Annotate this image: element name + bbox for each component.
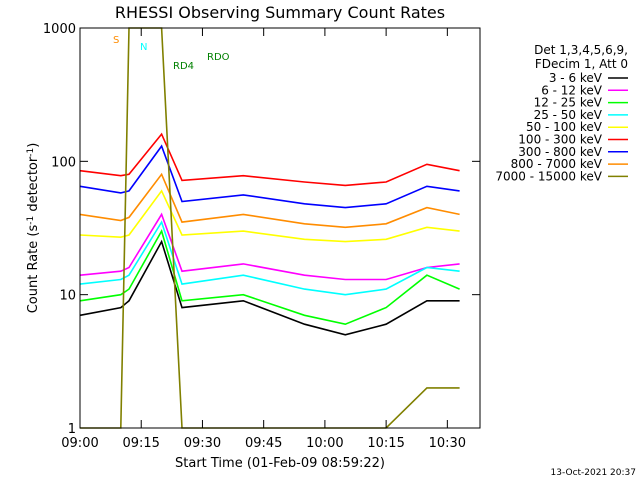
- plot-area: S N RD4 RDO: [79, 27, 460, 429]
- legend-header-2: FDecim 1, Att 0: [535, 57, 628, 71]
- y-tick-label-0: 1: [68, 422, 76, 437]
- legend: Det 1,3,4,5,6,9, FDecim 1, Att 0 3 - 6 k…: [495, 43, 628, 183]
- legend-label-3: 25 - 50 keV: [534, 108, 603, 122]
- series-line-7: [79, 172, 460, 229]
- chart-title: RHESSI Observing Summary Count Rates: [115, 3, 445, 22]
- x-tick-label-4: 10:00: [306, 436, 343, 451]
- plot-frame: [79, 27, 481, 429]
- timestamp: 13-Oct-2021 20:37: [551, 468, 636, 478]
- x-axis-label: Start Time (01-Feb-09 08:59:22): [175, 456, 385, 471]
- y-axis-label: Count Rate (s-1 detector-1): [26, 143, 41, 314]
- y-tick-label-2: 100: [51, 155, 76, 170]
- series-line-8: [80, 27, 460, 429]
- annotation-3: RDO: [207, 52, 230, 63]
- legend-label-6: 300 - 800 keV: [518, 145, 602, 159]
- x-axis: 09:00 09:15 09:30 09:45 10:00 10:15 10:30: [61, 28, 466, 451]
- series-line-4: [79, 189, 460, 243]
- series-line-0: [79, 239, 460, 336]
- x-tick-label-3: 09:45: [245, 436, 282, 451]
- annotation-0: S: [113, 35, 119, 46]
- x-tick-label-0: 09:00: [61, 436, 98, 451]
- y-tick-label-1: 10: [59, 289, 76, 304]
- x-tick-label-1: 09:15: [122, 436, 159, 451]
- series-line-1: [79, 212, 460, 281]
- x-tick-label-5: 10:15: [367, 436, 404, 451]
- annotation-2: RD4: [173, 61, 194, 72]
- legend-label-7: 800 - 7000 keV: [511, 157, 603, 171]
- series-line-3: [79, 220, 460, 296]
- legend-label-5: 100 - 300 keV: [518, 133, 602, 147]
- y-tick-label-3: 1000: [43, 22, 76, 37]
- legend-label-8: 7000 - 15000 keV: [495, 169, 602, 183]
- series-line-6: [79, 144, 460, 209]
- legend-label-4: 50 - 100 keV: [526, 120, 603, 134]
- legend-header-1: Det 1,3,4,5,6,9,: [534, 43, 628, 57]
- legend-label-1: 6 - 12 keV: [541, 83, 603, 97]
- series-line-5: [79, 132, 460, 187]
- legend-label-2: 12 - 25 keV: [534, 96, 603, 110]
- y-axis: 1 10 100 1000: [43, 22, 480, 437]
- annotation-1: N: [140, 42, 147, 53]
- legend-label-0: 3 - 6 keV: [549, 71, 603, 85]
- x-tick-label-2: 09:30: [184, 436, 221, 451]
- x-tick-label-6: 10:30: [429, 436, 466, 451]
- series-line-2: [79, 229, 460, 326]
